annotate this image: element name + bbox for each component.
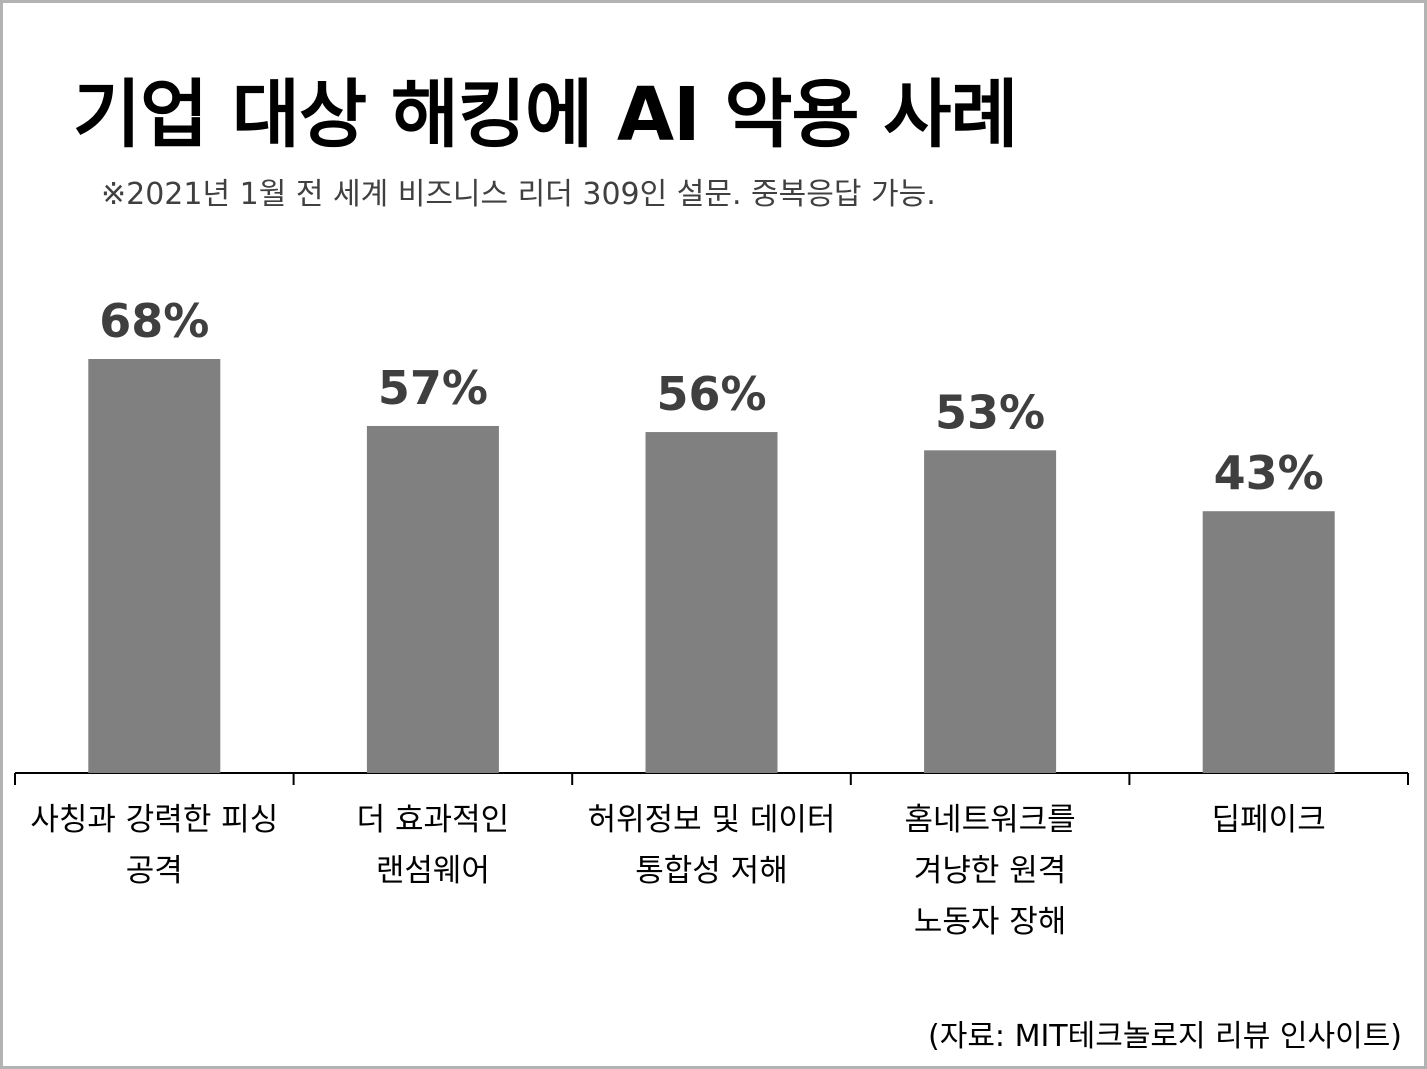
x-tick-label: 사칭과 강력한 피싱 [30, 802, 278, 838]
chart-title: 기업 대상 해킹에 AI 악용 사례 [73, 72, 1018, 158]
data-label: 53% [935, 385, 1045, 439]
x-tick-label: 홈네트워크를 [905, 802, 1076, 838]
x-tick-label: 딥페이크 [1212, 802, 1326, 838]
x-tick-label: 더 효과적인 [357, 802, 509, 838]
bar [1202, 511, 1335, 773]
source-note: (자료: MIT테크놀로지 리뷰 인사이트) [928, 1019, 1402, 1054]
chart-subtitle: ※2021년 1월 전 세계 비즈니스 리더 309인 설문. 중복응답 가능. [101, 177, 936, 212]
bar [924, 450, 1057, 773]
bar [645, 432, 778, 773]
x-tick-label: 허위정보 및 데이터 [588, 802, 836, 838]
x-tick-label: 노동자 장해 [914, 904, 1066, 940]
x-tick-label: 통합성 저해 [635, 853, 787, 889]
x-tick-label: 겨냥한 원격 [914, 853, 1066, 889]
bar [88, 359, 221, 773]
data-label: 43% [1214, 446, 1324, 500]
x-tick-label: 랜섬웨어 [376, 853, 490, 889]
bar [366, 425, 499, 773]
data-label: 56% [656, 367, 766, 421]
data-label: 68% [99, 294, 209, 348]
data-label: 57% [378, 361, 488, 415]
x-tick-label: 공격 [126, 853, 183, 889]
